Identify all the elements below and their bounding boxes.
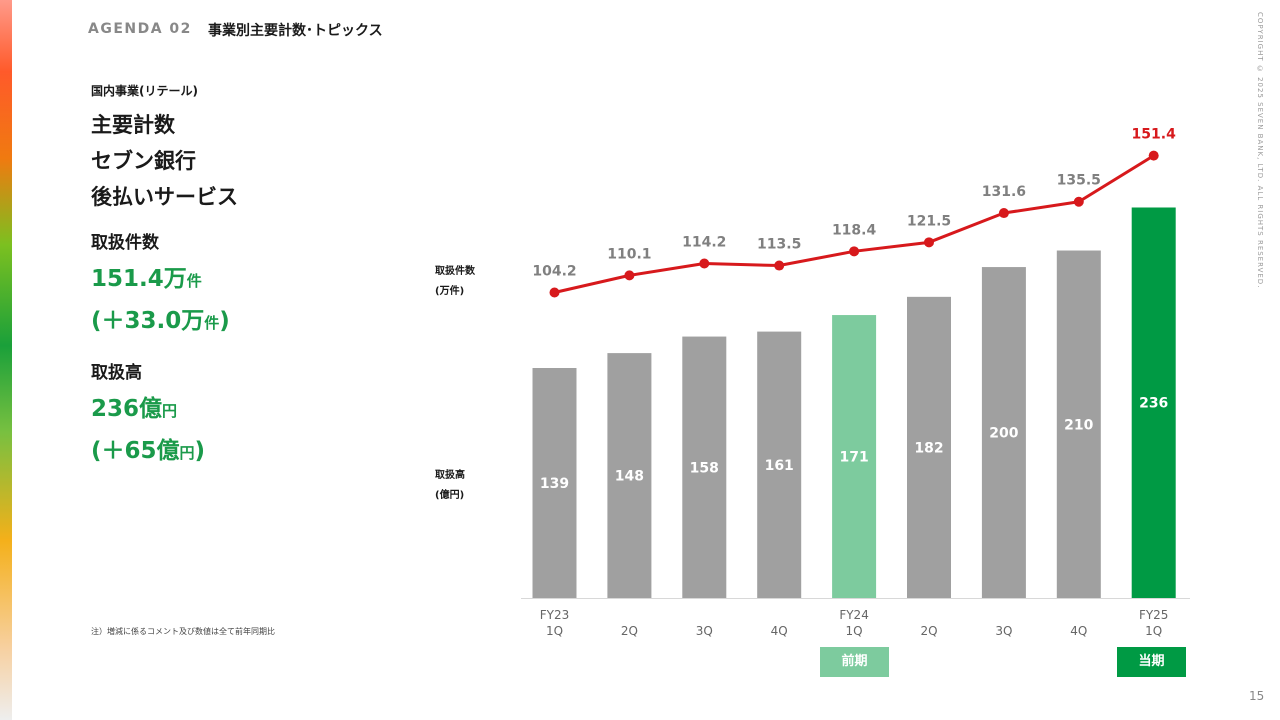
count-label: 取扱件数 <box>91 233 159 253</box>
line-series-legend-unit: (万件) <box>435 286 465 297</box>
line-point <box>699 258 710 269</box>
bar <box>607 353 652 598</box>
line-value-label: 113.5 <box>757 237 801 253</box>
summary-panel: 国内事業(リテール) 主要計数 セブン銀行 後払いサービス 取扱件数 151.4… <box>91 82 391 473</box>
bar-value-label: 148 <box>615 469 644 485</box>
line-series-legend-name: 取扱件数 <box>435 266 475 277</box>
line-value-label: 151.4 <box>1132 127 1177 143</box>
amount-change-number: (＋65億 <box>91 438 180 464</box>
line-value-label: 118.4 <box>832 222 877 238</box>
count-value: 151.4万件 <box>91 259 391 301</box>
line-value-label: 135.5 <box>1057 173 1101 189</box>
previous-period-badge: 前期 <box>820 647 889 677</box>
amount-change-unit: 円 <box>179 444 195 462</box>
x-tick-label-year: FY24 <box>839 608 869 622</box>
bar-series-legend: 取扱高 (億円) <box>435 466 465 506</box>
line-series-legend: 取扱件数 (万件) <box>435 262 475 302</box>
amount-label: 取扱高 <box>91 363 142 383</box>
line-point <box>1148 150 1159 161</box>
heading-line-3: 後払いサービス <box>91 185 238 209</box>
count-value-number: 151.4万 <box>91 266 187 292</box>
x-tick-label-quarter: 4Q <box>771 624 788 638</box>
x-tick-label-quarter: 1Q <box>546 624 563 638</box>
bar <box>832 315 877 598</box>
line-value-label: 121.5 <box>907 213 951 229</box>
bar-value-label: 200 <box>989 426 1018 442</box>
line-point <box>998 208 1009 219</box>
decorative-edge-bar <box>0 0 12 720</box>
bar <box>757 331 802 598</box>
x-tick-label-quarter: 1Q <box>846 624 863 638</box>
amount-change-close: ) <box>194 438 206 464</box>
bar-value-label: 171 <box>839 450 868 466</box>
section-subtitle: 国内事業(リテール) <box>91 84 198 98</box>
agenda-label: AGENDA 02 <box>88 21 192 37</box>
footnote: 注）増減に係るコメント及び数値は全て前年同期比 <box>91 627 275 636</box>
line-point <box>774 260 785 271</box>
amount-value: 236億円 <box>91 389 391 431</box>
bar-value-label: 139 <box>540 476 569 492</box>
x-tick-label-quarter: 4Q <box>1070 624 1087 638</box>
x-tick-label-quarter: 3Q <box>696 624 713 638</box>
current-period-badge: 当期 <box>1117 647 1186 677</box>
line-point <box>1073 196 1084 207</box>
line-value-label: 110.1 <box>607 246 651 262</box>
amount-value-number: 236億 <box>91 396 163 422</box>
count-change-unit: 件 <box>204 314 220 332</box>
bar-value-label: 236 <box>1139 396 1168 412</box>
bar-series-legend-unit: (億円) <box>435 490 465 501</box>
line-value-label: 131.6 <box>982 184 1026 200</box>
x-tick-label-year: FY23 <box>540 608 570 622</box>
bar-value-label: 210 <box>1064 417 1093 433</box>
page-number: 15 <box>1249 689 1265 703</box>
bar-series-legend-name: 取扱高 <box>435 470 465 481</box>
line-point <box>924 237 934 248</box>
bar-value-label: 161 <box>765 458 794 474</box>
bar <box>1056 250 1101 598</box>
bar <box>682 336 727 598</box>
line-point <box>849 246 860 257</box>
x-tick-label-quarter: 2Q <box>621 624 638 638</box>
bar <box>1131 207 1176 598</box>
x-tick-label-quarter: 1Q <box>1145 624 1162 638</box>
line-value-label: 114.2 <box>682 235 726 251</box>
x-tick-label-quarter: 3Q <box>995 624 1012 638</box>
count-change: (＋33.0万件) <box>91 301 391 343</box>
bar-value-label: 182 <box>914 440 943 456</box>
line-point <box>624 270 635 281</box>
amount-value-unit: 円 <box>162 402 178 420</box>
heading-line-2: セブン銀行 <box>91 149 196 173</box>
x-tick-label-quarter: 2Q <box>920 624 937 638</box>
count-value-unit: 件 <box>186 272 202 290</box>
line-value-label: 104.2 <box>532 264 576 280</box>
heading-line-1: 主要計数 <box>91 113 175 137</box>
x-tick-label-year: FY25 <box>1139 608 1169 622</box>
count-change-close: ) <box>219 308 230 334</box>
bar-value-label: 158 <box>690 460 719 476</box>
bar <box>532 368 577 598</box>
page-title: 事業別主要計数･トピックス <box>208 23 383 39</box>
bar <box>907 296 951 598</box>
copyright-notice: COPYRIGHT © 2025 SEVEN BANK, LTD. ALL RI… <box>1256 12 1264 289</box>
bar <box>981 267 1026 598</box>
amount-change: (＋65億円) <box>91 431 391 473</box>
line-point <box>549 287 560 298</box>
count-change-number: (＋33.0万 <box>91 308 205 334</box>
